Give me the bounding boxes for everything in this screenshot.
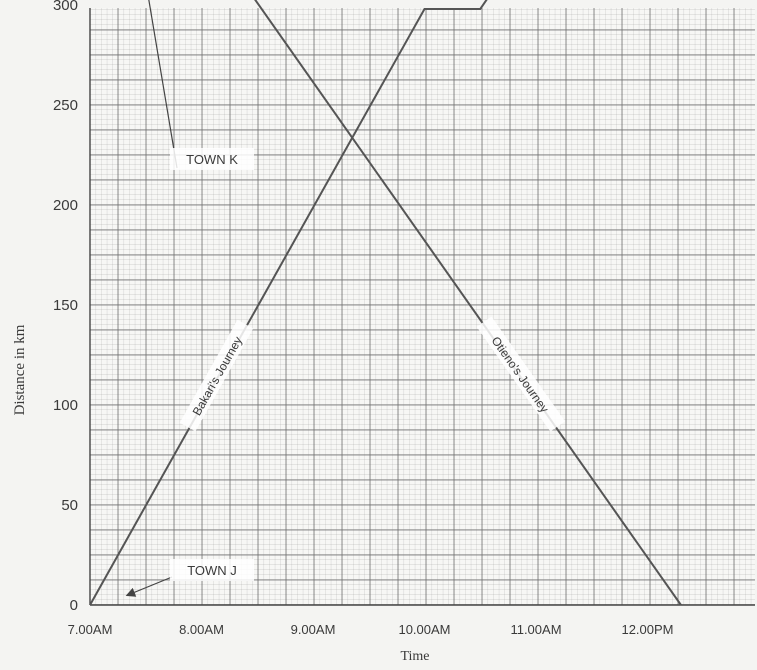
minor-grid <box>90 8 755 605</box>
x-tick-label: 10.00AM <box>398 622 450 637</box>
annotation-background <box>170 559 254 581</box>
y-axis-label: Distance in km <box>12 324 28 415</box>
x-tick-label: 11.00AM <box>510 622 561 637</box>
x-tick-label: 12.00PM <box>621 622 673 637</box>
x-tick-label: 9.00AM <box>291 622 336 637</box>
grid <box>89 8 755 606</box>
y-tick-label: 150 <box>53 297 78 314</box>
y-tick-label: 250 <box>53 97 78 114</box>
series-line-bakari <box>89 0 488 606</box>
series-line-otieno <box>254 0 682 606</box>
x-tick-label: 7.00AM <box>68 622 113 637</box>
annotation-town-j: TOWN J <box>187 563 237 578</box>
x-axis-label: Time <box>400 649 429 664</box>
series-label-background <box>476 316 566 432</box>
y-tick-label: 200 <box>53 197 78 214</box>
x-tick-label: 8.00AM <box>179 622 224 637</box>
series-label-background <box>179 319 254 432</box>
y-tick-label: 50 <box>61 497 78 514</box>
axes: 0501001502002503003504004507.00AM8.00AM9… <box>12 0 755 664</box>
series-lines <box>89 0 682 606</box>
annotations: TOWN K TOWN J <box>125 0 254 597</box>
y-tick-label: 300 <box>53 0 78 14</box>
annotation-arrow <box>148 0 178 169</box>
y-tick-label: 0 <box>70 597 78 614</box>
annotation-arrow <box>125 576 173 597</box>
y-tick-label: 100 <box>53 397 78 414</box>
annotation-background <box>170 148 254 170</box>
annotation-town-k: TOWN K <box>186 152 238 167</box>
